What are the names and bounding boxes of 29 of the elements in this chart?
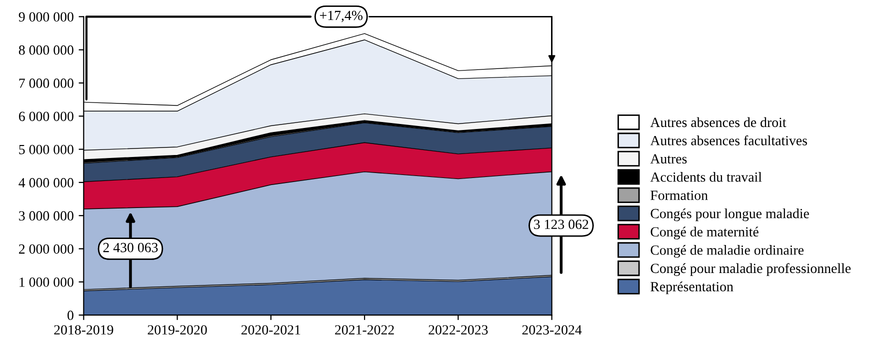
y-tick-label: 8 000 000 xyxy=(18,45,74,55)
x-tick-label: 2022-2023 xyxy=(428,325,488,335)
x-tick-label: 2023-2024 xyxy=(522,325,582,335)
y-tick-label: 5 000 000 xyxy=(19,144,74,154)
annotation: 2 430 063 xyxy=(103,242,158,252)
legend-label: Formation xyxy=(650,190,708,200)
legend-label: Autres absences de droit xyxy=(650,117,786,128)
x-tick-label: 2021-2022 xyxy=(335,325,394,335)
legend-label: Représentation xyxy=(650,282,734,294)
y-tick-label: 9 000 000 xyxy=(18,12,74,22)
legend-label: Congés pour longue maladie xyxy=(650,208,809,222)
y-tick-label: 3 000 000 xyxy=(19,211,74,221)
y-tick-label: 2 000 000 xyxy=(18,244,74,254)
legend-label: Autres absences facultatives xyxy=(650,135,807,146)
legend-label: Autres xyxy=(650,154,687,164)
annotation: 3 123 062 xyxy=(534,220,588,230)
y-tick-label: 6 000 000 xyxy=(18,112,74,122)
x-tick-label: 2019-2020 xyxy=(148,325,207,335)
x-tick-label: 2020-2021 xyxy=(241,325,300,335)
legend-label: Congé de maternité xyxy=(650,226,758,240)
legend-label: Accidents du travail xyxy=(650,172,762,182)
y-tick-label: 1 000 000 xyxy=(20,278,74,287)
y-tick-label: 4 000 000 xyxy=(18,178,74,188)
y-tick-label: 7 000 000 xyxy=(19,78,74,88)
legend-label: Congé pour maladie professionnelle xyxy=(650,263,851,276)
legend-label: Congé de maladie ordinaire xyxy=(650,245,804,258)
x-tick-label: 2018-2019 xyxy=(54,325,114,335)
y-tick-label: 0 xyxy=(68,310,74,320)
annotation: +17,4% xyxy=(320,10,363,22)
